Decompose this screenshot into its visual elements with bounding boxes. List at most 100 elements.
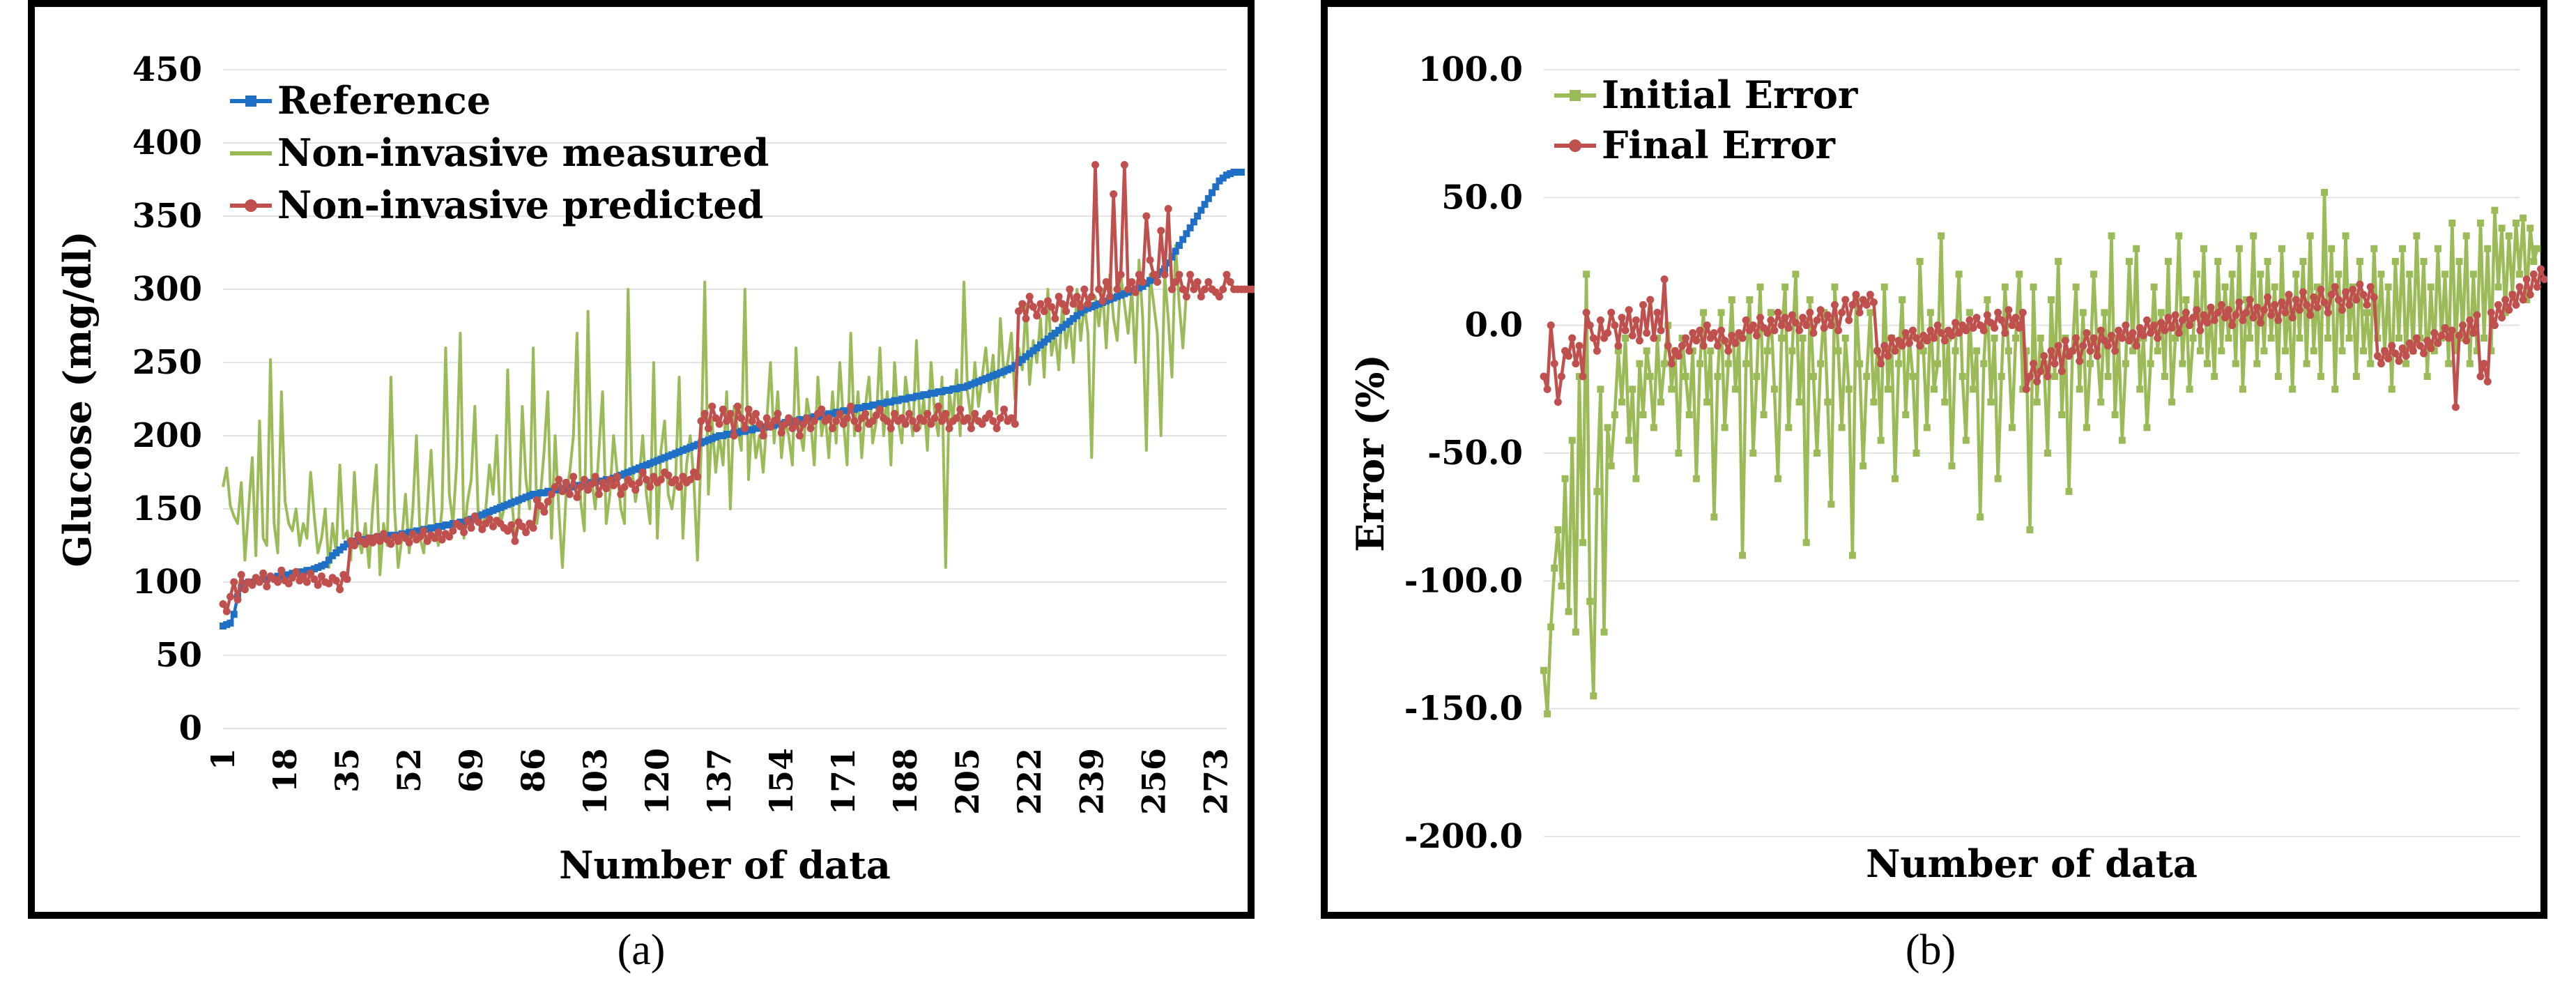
data-point [274, 572, 282, 580]
data-point [1011, 362, 1019, 369]
data-point [1227, 170, 1234, 178]
data-point [1820, 309, 1828, 316]
data-point [1113, 293, 1121, 300]
data-point [734, 429, 742, 436]
data-point [712, 414, 720, 422]
data-point [1219, 174, 1227, 182]
data-point [526, 492, 533, 500]
data-point [240, 586, 249, 593]
data-point [478, 511, 486, 519]
data-point [1809, 373, 1817, 380]
data-point [2214, 308, 2222, 316]
data-point [1916, 342, 1924, 350]
data-point [1674, 352, 1682, 360]
data-point [2228, 321, 2237, 330]
data-point [1891, 346, 1899, 355]
data-point [332, 577, 340, 585]
data-point [2257, 270, 2264, 278]
data-point [2150, 321, 2159, 330]
data-point [2423, 373, 2431, 380]
data-point [624, 468, 632, 476]
data-point [2313, 303, 2322, 312]
data-point [1593, 488, 1601, 495]
data-point [222, 607, 231, 616]
data-point [2473, 347, 2481, 355]
data-point [901, 420, 910, 428]
data-point [1011, 420, 1019, 428]
data-point [558, 487, 567, 496]
data-point [1194, 213, 1202, 220]
y-tick-label: 100.0 [1418, 50, 1523, 89]
data-point [2459, 321, 2467, 330]
data-point [883, 417, 891, 425]
data-point [2377, 360, 2385, 368]
data-point [2101, 309, 2108, 316]
y-axis-title: Glucose (mg/dl) [55, 231, 100, 567]
data-point [423, 537, 431, 545]
data-point [1000, 367, 1008, 375]
data-point [1880, 342, 1889, 350]
data-point [1029, 347, 1037, 355]
data-point [2292, 270, 2300, 278]
data-point [1204, 194, 1212, 202]
data-point [748, 417, 756, 425]
data-point [1657, 326, 1665, 335]
data-point [708, 435, 716, 443]
data-point [902, 395, 910, 403]
data-point [1756, 314, 1765, 322]
y-tick-label: 450 [132, 50, 202, 89]
data-point [1834, 326, 1843, 335]
data-point [2480, 360, 2488, 368]
data-point [646, 483, 654, 491]
data-point [1994, 475, 2002, 482]
data-point [537, 489, 544, 496]
data-point [1586, 321, 1594, 330]
data-point [2225, 306, 2233, 314]
data-point [1582, 308, 1590, 316]
x-tick-label: 35 [328, 748, 366, 793]
data-point [1117, 291, 1125, 299]
data-point [230, 578, 238, 586]
data-point [530, 491, 537, 498]
data-point [2044, 372, 2052, 381]
data-point [1742, 360, 1750, 367]
data-point [770, 422, 778, 429]
data-point [737, 427, 745, 435]
data-point [2370, 293, 2378, 301]
data-point [650, 458, 657, 466]
data-point [2150, 283, 2158, 291]
data-point [2186, 321, 2194, 330]
data-point [2363, 300, 2371, 309]
data-point [657, 455, 665, 463]
data-point [1540, 666, 1547, 674]
data-point [431, 524, 438, 532]
data-point [1728, 331, 1736, 339]
data-point [1175, 270, 1183, 279]
data-point [2516, 270, 2523, 278]
data-point [810, 417, 818, 425]
data-point [2363, 309, 2371, 316]
x-tick-label: 120 [638, 748, 676, 815]
data-point [1795, 326, 1804, 335]
data-point [909, 417, 917, 425]
data-point [887, 425, 895, 432]
data-point [2296, 335, 2303, 342]
data-point [475, 518, 483, 526]
data-point [602, 484, 611, 493]
data-point [832, 409, 840, 416]
data-point [2267, 335, 2275, 342]
data-point [314, 581, 322, 589]
data-point [1197, 206, 1205, 214]
data-point [238, 584, 245, 592]
y-tick-label: 0 [179, 709, 202, 748]
data-point [2065, 488, 2073, 495]
data-point [1018, 356, 1026, 363]
data-point [1653, 308, 1662, 316]
data-point [1164, 205, 1172, 213]
data-point [2360, 347, 2367, 355]
data-point [1785, 424, 1793, 432]
data-point [1004, 366, 1011, 374]
data-point [1167, 285, 1176, 293]
data-point [1128, 287, 1135, 295]
data-point [730, 432, 738, 440]
